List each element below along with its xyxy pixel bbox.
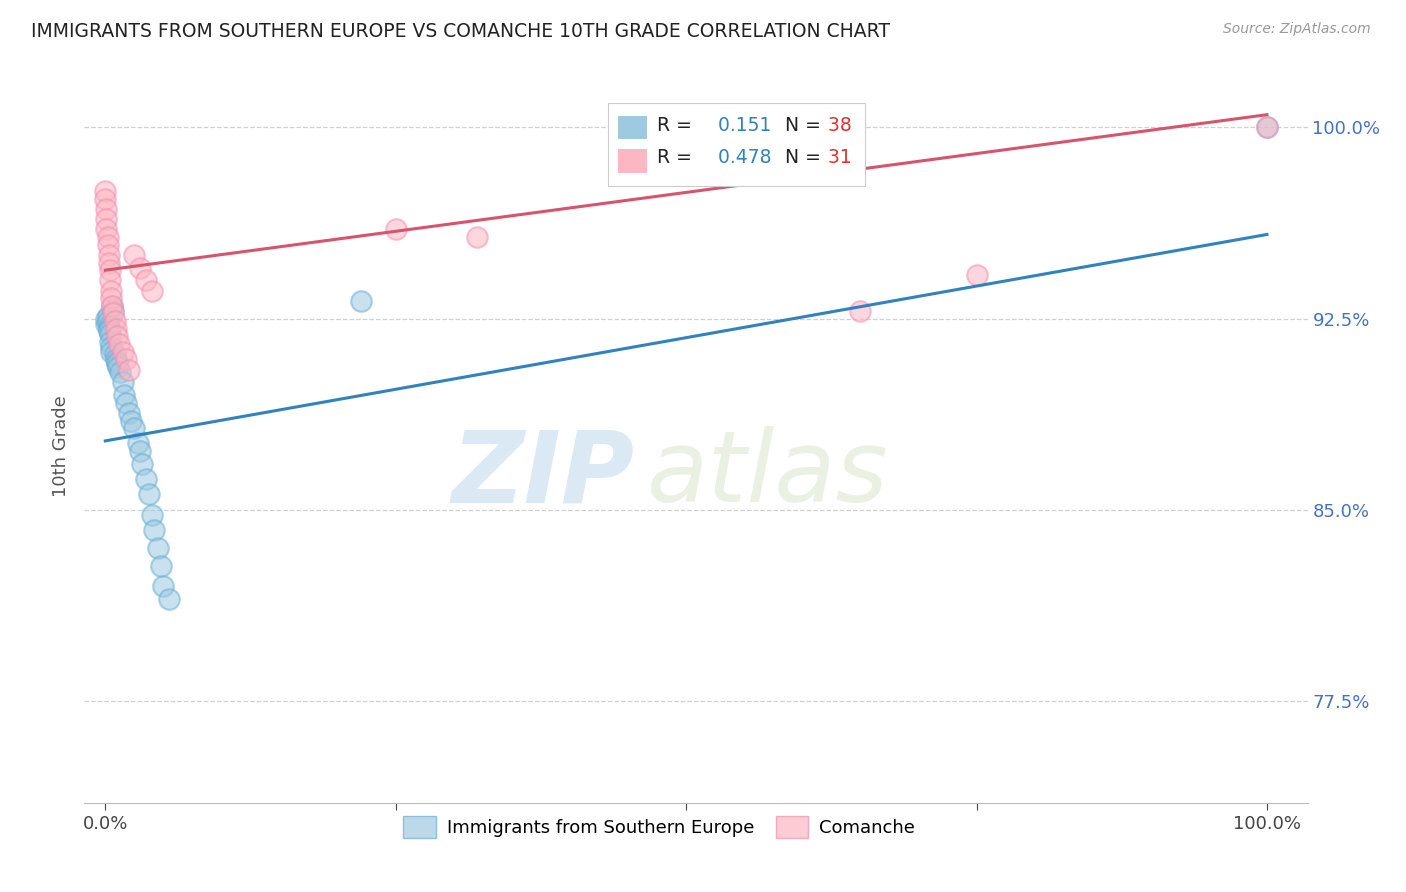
- Y-axis label: 10th Grade: 10th Grade: [52, 395, 70, 497]
- Text: atlas: atlas: [647, 426, 889, 523]
- Point: [465, 230, 488, 244]
- Text: R =: R =: [657, 148, 697, 167]
- Point: [94, 184, 117, 198]
- Point: [966, 268, 988, 283]
- Point: [104, 352, 127, 367]
- Point: [97, 237, 120, 252]
- Text: 31: 31: [823, 148, 852, 167]
- Point: [150, 558, 173, 573]
- Point: [110, 365, 132, 379]
- Point: [141, 284, 163, 298]
- Point: [115, 352, 138, 367]
- Point: [100, 340, 122, 354]
- Point: [141, 508, 163, 522]
- Point: [98, 263, 121, 277]
- Point: [97, 230, 120, 244]
- Point: [96, 202, 118, 216]
- Point: [98, 326, 121, 341]
- Text: 0.478: 0.478: [711, 148, 772, 167]
- Point: [1256, 120, 1278, 135]
- Point: [124, 421, 146, 435]
- Point: [97, 324, 120, 338]
- Bar: [617, 116, 647, 139]
- Point: [120, 413, 142, 427]
- Point: [97, 309, 120, 323]
- Point: [384, 222, 406, 236]
- Point: [129, 444, 152, 458]
- Text: 38: 38: [823, 116, 852, 135]
- Point: [103, 314, 125, 328]
- Point: [100, 291, 122, 305]
- Point: [97, 255, 120, 269]
- Point: [96, 222, 118, 236]
- Text: ZIP: ZIP: [451, 426, 636, 523]
- Text: R =: R =: [657, 116, 697, 135]
- Point: [105, 355, 128, 369]
- Point: [157, 591, 180, 606]
- Point: [103, 304, 125, 318]
- Point: [135, 273, 157, 287]
- Text: 0.151: 0.151: [711, 116, 772, 135]
- Point: [146, 541, 169, 555]
- Point: [97, 248, 120, 262]
- Text: N =: N =: [773, 148, 827, 167]
- Point: [96, 311, 118, 326]
- Point: [112, 388, 135, 402]
- Point: [117, 406, 139, 420]
- Point: [138, 487, 160, 501]
- Point: [103, 306, 125, 320]
- Point: [94, 192, 117, 206]
- Point: [117, 362, 139, 376]
- Point: [111, 376, 134, 390]
- Point: [98, 273, 121, 287]
- Point: [97, 322, 120, 336]
- Point: [105, 358, 128, 372]
- Point: [96, 212, 118, 227]
- Point: [152, 579, 174, 593]
- Point: [97, 319, 120, 334]
- Point: [1256, 120, 1278, 135]
- Point: [124, 248, 146, 262]
- Point: [350, 293, 373, 308]
- FancyBboxPatch shape: [607, 103, 865, 186]
- Point: [101, 299, 124, 313]
- Point: [97, 314, 120, 328]
- Point: [115, 395, 138, 409]
- Text: N =: N =: [773, 116, 827, 135]
- Point: [104, 322, 127, 336]
- Point: [111, 344, 134, 359]
- Point: [135, 472, 157, 486]
- Point: [98, 334, 121, 349]
- Point: [129, 260, 152, 275]
- Point: [108, 337, 131, 351]
- Point: [100, 284, 122, 298]
- Point: [101, 299, 124, 313]
- Point: [100, 344, 122, 359]
- Text: Source: ZipAtlas.com: Source: ZipAtlas.com: [1223, 22, 1371, 37]
- Point: [849, 304, 872, 318]
- Text: IMMIGRANTS FROM SOUTHERN EUROPE VS COMANCHE 10TH GRADE CORRELATION CHART: IMMIGRANTS FROM SOUTHERN EUROPE VS COMAN…: [31, 22, 890, 41]
- Point: [107, 359, 129, 374]
- Point: [127, 436, 149, 450]
- Point: [131, 457, 153, 471]
- Point: [96, 317, 118, 331]
- Bar: [617, 149, 647, 173]
- Point: [143, 523, 166, 537]
- Point: [105, 329, 128, 343]
- Point: [103, 347, 125, 361]
- Legend: Immigrants from Southern Europe, Comanche: Immigrants from Southern Europe, Comanch…: [395, 807, 924, 847]
